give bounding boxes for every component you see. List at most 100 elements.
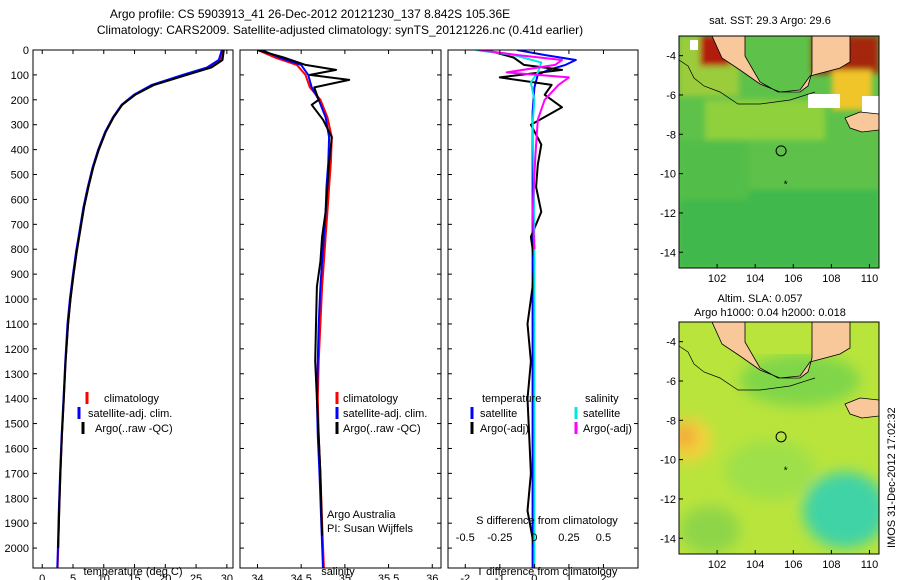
- sumatra-coast-sst: [679, 59, 816, 105]
- y-tick-label: 1600: [5, 443, 29, 455]
- sla-anomaly-green-north: [740, 354, 860, 406]
- x-tick-label: 30: [221, 573, 233, 580]
- salinity-legend: climatology satellite-adj. clim. Argo(..…: [335, 392, 427, 435]
- difference-legend-t-satellite: satellite: [480, 408, 517, 420]
- y-tick-label: 600: [11, 194, 29, 206]
- temperature-series-group: [56, 50, 225, 568]
- y-tick-label: 1900: [5, 518, 29, 530]
- x-tick-label: 35: [339, 573, 351, 580]
- series-line-difference-profile-salinity-satellite: [475, 50, 543, 568]
- sla-anomaly-green-center: [725, 440, 815, 500]
- sla-map-title: Altim. SLA: 0.057: [718, 293, 803, 305]
- credit-pi: PI: Susan Wijffels: [327, 523, 413, 535]
- s-difference-x-axis: -0.5 -0.25 0 0.25 0.5: [456, 532, 611, 544]
- map-x-tick-label: 110: [861, 559, 879, 571]
- sst-map-field: *: [679, 36, 879, 268]
- map-y-tick-label: -8: [666, 415, 676, 427]
- series-line-difference-profile-temperature-argo-adj: [485, 50, 563, 549]
- y-tick-label: 300: [11, 120, 29, 132]
- difference-legend-s-satellite: satellite: [583, 408, 620, 420]
- map-y-tick-label: -10: [660, 455, 676, 467]
- temperature-plot-frame: [32, 49, 234, 569]
- sla-star-marker: *: [784, 464, 788, 476]
- map-x-tick-label: 108: [822, 559, 840, 571]
- y-tick-label: 0: [23, 45, 29, 57]
- sst-color-field: [679, 36, 879, 268]
- map-x-tick-label: 106: [784, 559, 802, 571]
- salinity-legend-argo: Argo(..raw -QC): [343, 423, 421, 435]
- temperature-legend: climatology satellite-adj. clim. Argo(..…: [77, 392, 173, 435]
- temperature-x-axis-label: temperature (deg C): [83, 566, 182, 578]
- imos-timestamp-watermark: IMOS 31-Dec-2012 17:02:32: [886, 407, 898, 548]
- x-tick-label: 5: [70, 573, 76, 580]
- java-land-sla: [844, 397, 879, 419]
- temperature-panel: 0 5 10 15 20 25 30 0 100 200 300 400 500 600 700 800 90…: [5, 45, 234, 580]
- y-tick-label: 1500: [5, 419, 29, 431]
- map-y-tick-label: -4: [666, 337, 676, 349]
- sla-map-frame: [678, 321, 880, 555]
- y-tick-label: 1300: [5, 369, 29, 381]
- map-y-tick-label: -14: [660, 533, 676, 545]
- series-line-salinity-profile-satellite-adj-clim: [261, 50, 331, 568]
- t-difference-x-axis: -2 -1 0 1 2: [460, 50, 607, 580]
- difference-plot-frame: [447, 49, 639, 569]
- map-y-tick-label: -14: [660, 247, 676, 259]
- sumatra-coast-sla: [679, 345, 816, 391]
- difference-legend-salinity-header: salinity: [585, 393, 619, 405]
- difference-legend-t-argo: Argo(-adj): [480, 423, 529, 435]
- y-tick-label: 1200: [5, 344, 29, 356]
- temperature-legend-argo: Argo(..raw -QC): [95, 423, 173, 435]
- series-line-salinity-profile-argo-raw-qc: [257, 50, 351, 536]
- x-tick-label: 20: [159, 573, 171, 580]
- x-tick-label: 34.5: [290, 573, 311, 580]
- difference-panel: -2 -1 0 1 2 -0.5 -0.25 0 0.25 0.5 S difference f…: [447, 49, 639, 580]
- difference-legend-temperature-header: temperature: [482, 393, 541, 405]
- y-tick-label: 200: [11, 95, 29, 107]
- sst-star-marker: *: [784, 178, 788, 190]
- sla-map-axes: 102 104 106 108 110 -4 -6 -8 -10 -12 -14: [660, 337, 878, 571]
- y-tick-label: 400: [11, 145, 29, 157]
- temperature-legend-climatology: climatology: [104, 393, 160, 405]
- map-x-tick-label: 106: [784, 273, 802, 285]
- x-tick-label: 15: [128, 573, 140, 580]
- t-difference-axis-label: T difference from climatology: [477, 566, 618, 578]
- sumatra-land-sst: [711, 36, 851, 93]
- series-line-temperature-profile-climatology: [56, 50, 225, 568]
- series-line-difference-profile-salinity-argo-adj: [478, 50, 570, 250]
- credit-organisation: Argo Australia: [327, 509, 396, 521]
- y-tick-label: 2000: [5, 543, 29, 555]
- sst-region-central-yellowgreen: [705, 100, 825, 140]
- map-x-tick-label: 104: [746, 273, 764, 285]
- sla-anomaly-green-southwest: [680, 506, 740, 554]
- x2-tick-label: 0.5: [596, 532, 611, 544]
- sst-region-southwest-green: [679, 140, 749, 200]
- y-tick-label: 1400: [5, 394, 29, 406]
- x-tick-label: -2: [460, 573, 470, 580]
- sst-argo-position-marker: [775, 145, 787, 157]
- difference-legend-s-argo: Argo(-adj): [583, 423, 632, 435]
- temperature-x-axis: 0 5 10 15 20 25 30: [39, 50, 233, 580]
- x2-tick-label: -0.25: [487, 532, 512, 544]
- map-y-tick-label: -10: [660, 169, 676, 181]
- map-x-tick-label: 104: [746, 559, 764, 571]
- y-tick-label: 1700: [5, 468, 29, 480]
- y-tick-label: 800: [11, 244, 29, 256]
- map-x-tick-label: 102: [708, 273, 726, 285]
- sla-map-field: *: [679, 322, 879, 554]
- sumatra-land-sla: [711, 322, 851, 379]
- sst-map-axes: 102 104 106 108 110 -4 -6 -8 -10 -12 -14: [660, 51, 878, 285]
- sst-map-panel: sat. SST: 29.3 Argo: 29.6 * 102 104 106 108…: [660, 15, 880, 285]
- salinity-series-group: [257, 50, 351, 568]
- map-y-tick-label: -4: [666, 51, 676, 63]
- difference-legend: temperature salinity satellite Argo(-adj…: [470, 393, 632, 435]
- x-tick-label: 2: [600, 573, 606, 580]
- y-tick-label: 100: [11, 70, 29, 82]
- figure-title-line-2: Climatology: CARS2009. Satellite-adjuste…: [97, 23, 583, 37]
- x-tick-label: -1: [495, 573, 505, 580]
- map-y-tick-label: -8: [666, 129, 676, 141]
- map-x-tick-label: 108: [822, 273, 840, 285]
- x-tick-label: 0: [39, 573, 45, 580]
- x-tick-label: 35.5: [378, 573, 399, 580]
- series-line-temperature-profile-satellite-adj-clim: [56, 50, 223, 568]
